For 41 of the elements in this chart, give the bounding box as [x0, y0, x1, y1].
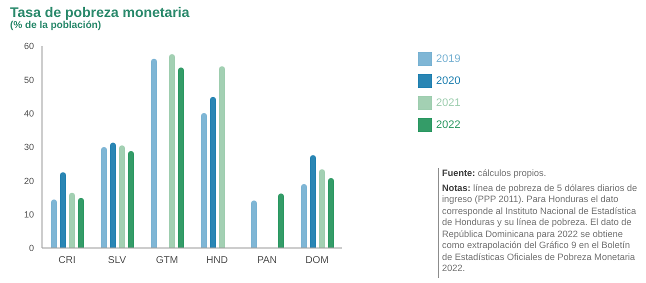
bar	[169, 54, 175, 248]
bar	[301, 184, 307, 248]
x-tick-label: HND	[206, 255, 228, 266]
y-tick-label: 30	[24, 142, 34, 152]
bar	[319, 169, 325, 248]
source-note: Fuente: cálculos propios.	[442, 168, 546, 178]
bar	[60, 172, 66, 248]
y-tick-label: 10	[24, 210, 34, 220]
bar	[151, 58, 157, 248]
y-tick-label: 0	[28, 243, 34, 254]
text: Notas: línea de pobreza de 5 dólares diarios de ingreso (PPP 2011). Para Honduras el dato corresponde al Instituto Nacional de Estadística de Honduras y su línea de pobreza. El dato de República Dominicana para 2022 se obtiene como extrapolación del Gráfico 9 en el Boletín de Estadísticas Oficiales de Pobreza Monetaria 2022.	[442, 182, 638, 273]
bar	[278, 193, 284, 248]
bar	[128, 151, 134, 248]
bar	[78, 198, 84, 248]
bar	[51, 200, 57, 248]
legend-label: 2019	[436, 53, 460, 65]
chart-title: Tasa de pobreza monetaria	[10, 4, 190, 20]
x-tick-label: DOM	[305, 255, 329, 266]
y-tick-label: 40	[24, 108, 34, 119]
x-tick-label: GTM	[156, 255, 178, 266]
bar	[251, 200, 257, 248]
x-tick-label: SLV	[108, 255, 126, 266]
x-tick-label: PAN	[257, 255, 277, 266]
legend-label: 2020	[436, 75, 460, 87]
bar	[328, 178, 334, 248]
bar	[310, 155, 316, 248]
legend-label: 2021	[436, 97, 460, 109]
bar	[101, 147, 107, 248]
y-tick-label: 50	[24, 74, 34, 85]
bar	[178, 68, 184, 248]
y-tick-label: 20	[24, 176, 34, 186]
y-tick-label: 60	[24, 41, 34, 52]
bar	[201, 112, 207, 248]
bar	[69, 192, 75, 248]
chart-subtitle: (% de la población)	[10, 20, 102, 31]
x-tick-label: CRI	[58, 255, 76, 266]
legend-label: 2022	[436, 119, 460, 131]
bar	[210, 96, 216, 248]
bar	[119, 145, 125, 248]
bar	[219, 66, 225, 248]
bar	[110, 142, 116, 248]
